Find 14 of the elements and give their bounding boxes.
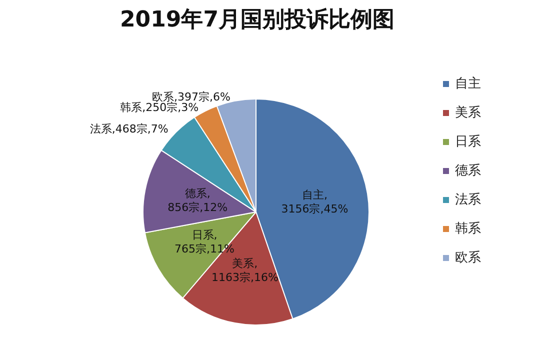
data-label: 自主,3156宗,45% — [281, 188, 348, 216]
chart-title: 2019年7月国别投诉比例图 — [120, 8, 395, 32]
legend-label: 德系 — [455, 164, 481, 178]
data-label: 韩系,250宗,3% — [120, 100, 199, 114]
legend-label: 欧系 — [455, 250, 481, 266]
data-label: 美系,1163宗,16% — [211, 256, 278, 284]
data-label: 法系,468宗,7% — [90, 122, 168, 136]
legend-label: 自主 — [455, 76, 481, 92]
legend-label: 法系 — [455, 192, 481, 208]
legend-label: 美系 — [455, 104, 481, 120]
data-label: 德系,856宗,12% — [168, 186, 228, 214]
legend-label: 韩系 — [455, 222, 481, 236]
legend-label: 日系 — [455, 134, 481, 150]
data-label: 欧系,397宗,6% — [152, 90, 230, 104]
